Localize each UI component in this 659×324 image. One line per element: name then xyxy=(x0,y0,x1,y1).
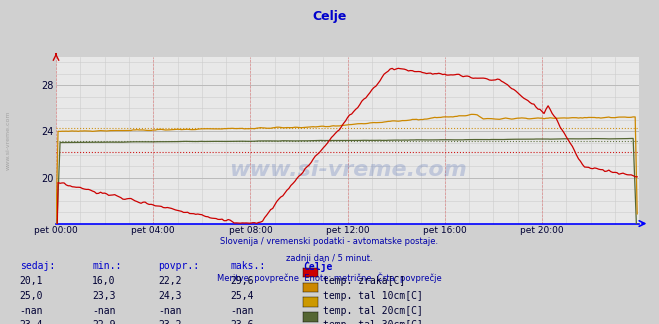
Text: Celje: Celje xyxy=(303,261,333,272)
Text: 24,3: 24,3 xyxy=(158,291,182,301)
Text: 29,6: 29,6 xyxy=(231,276,254,286)
Text: 23,3: 23,3 xyxy=(92,291,116,301)
Text: -nan: -nan xyxy=(92,306,116,316)
Text: temp. tal 10cm[C]: temp. tal 10cm[C] xyxy=(323,291,423,301)
Text: temp. tal 20cm[C]: temp. tal 20cm[C] xyxy=(323,306,423,316)
Text: zadnji dan / 5 minut.: zadnji dan / 5 minut. xyxy=(286,254,373,263)
Text: -nan: -nan xyxy=(231,306,254,316)
Text: 23,2: 23,2 xyxy=(158,320,182,324)
Text: 22,9: 22,9 xyxy=(92,320,116,324)
Text: 23,4: 23,4 xyxy=(20,320,43,324)
Text: www.si-vreme.com: www.si-vreme.com xyxy=(5,110,11,170)
Text: 25,4: 25,4 xyxy=(231,291,254,301)
Text: Slovenija / vremenski podatki - avtomatske postaje.: Slovenija / vremenski podatki - avtomats… xyxy=(221,237,438,246)
Text: 23,6: 23,6 xyxy=(231,320,254,324)
Text: 20,1: 20,1 xyxy=(20,276,43,286)
Text: povpr.:: povpr.: xyxy=(158,261,199,271)
Text: maks.:: maks.: xyxy=(231,261,266,271)
Text: min.:: min.: xyxy=(92,261,122,271)
Text: Meritve: povprečne  Enote: metrične  Črta: povprečje: Meritve: povprečne Enote: metrične Črta:… xyxy=(217,272,442,283)
Text: 22,2: 22,2 xyxy=(158,276,182,286)
Text: sedaj:: sedaj: xyxy=(20,261,55,271)
Text: 16,0: 16,0 xyxy=(92,276,116,286)
Text: -nan: -nan xyxy=(20,306,43,316)
Text: Celje: Celje xyxy=(312,10,347,23)
Text: temp. zraka[C]: temp. zraka[C] xyxy=(323,276,405,286)
Text: 25,0: 25,0 xyxy=(20,291,43,301)
Text: temp. tal 30cm[C]: temp. tal 30cm[C] xyxy=(323,320,423,324)
Text: -nan: -nan xyxy=(158,306,182,316)
Text: www.si-vreme.com: www.si-vreme.com xyxy=(229,160,467,180)
